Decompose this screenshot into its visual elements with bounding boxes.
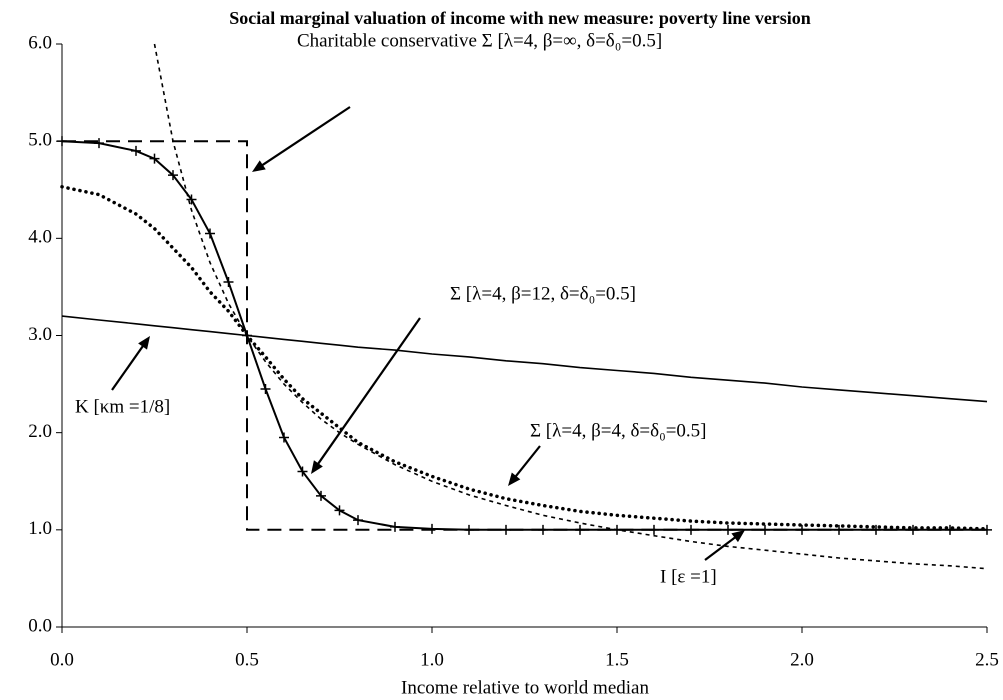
series-line (61, 140, 987, 531)
y-tick-label: 2.0 (28, 421, 52, 442)
plus-marker (297, 466, 308, 477)
plus-marker (501, 524, 511, 535)
annotation-arrow (111, 341, 147, 391)
plus-marker (57, 136, 67, 147)
annotation-arrowhead (138, 336, 150, 350)
annotation-arrow (512, 445, 541, 481)
series-annotation: Σ [λ=4, β=4, δ=δ₀=0.5] (530, 420, 706, 441)
annotation-arrow (314, 317, 421, 469)
y-tick-label: 5.0 (28, 130, 52, 151)
y-tick-label: 6.0 (28, 32, 52, 53)
plus-marker (131, 145, 141, 156)
series-line (60, 185, 989, 531)
plus-marker (871, 524, 881, 535)
plus-marker (686, 524, 696, 535)
annotation-arrow (258, 106, 351, 169)
x-tick-label: 0.0 (50, 649, 74, 670)
plus-marker (94, 138, 104, 149)
plus-marker (316, 490, 326, 501)
plus-marker (279, 432, 289, 443)
series-annotation: I [ε =1] (660, 566, 717, 587)
y-tick-label: 4.0 (28, 227, 52, 248)
plus-marker (760, 524, 770, 535)
plus-marker (464, 524, 474, 535)
annotation-arrowhead (508, 472, 521, 486)
series-annotation: K [κm =1/8] (75, 396, 170, 417)
series-line (61, 315, 988, 403)
plus-marker (427, 523, 437, 534)
plus-marker (390, 521, 400, 532)
plus-marker (260, 383, 271, 394)
plus-marker (149, 153, 160, 164)
plus-marker (649, 524, 659, 535)
x-axis-label: Income relative to world median (401, 677, 649, 698)
x-tick-label: 2.0 (790, 649, 814, 670)
plus-marker (575, 524, 585, 535)
y-tick-label: 3.0 (28, 324, 52, 345)
series-line (62, 140, 987, 531)
plus-marker (186, 194, 197, 205)
chart-title: Social marginal valuation of income with… (229, 8, 811, 28)
plus-marker (797, 524, 807, 535)
plus-marker (538, 524, 548, 535)
plus-marker (908, 524, 918, 535)
plus-marker (945, 524, 955, 535)
series-line (153, 43, 988, 570)
plus-marker (834, 524, 844, 535)
y-tick-label: 0.0 (28, 615, 52, 636)
annotation-arrowhead (731, 530, 745, 543)
plus-marker (223, 277, 234, 288)
annotation-arrowhead (311, 460, 323, 474)
x-tick-label: 1.0 (420, 649, 444, 670)
annotation-arrowhead (252, 160, 266, 172)
annotation-arrow (704, 533, 740, 561)
plus-marker (205, 228, 215, 239)
plus-marker (723, 524, 733, 535)
plus-marker (334, 505, 345, 516)
y-tick-label: 1.0 (28, 518, 52, 539)
plus-marker (168, 170, 178, 181)
series-annotation: Σ [λ=4, β=12, δ=δ₀=0.5] (450, 283, 636, 304)
x-tick-label: 0.5 (235, 649, 259, 670)
x-tick-label: 2.5 (975, 649, 999, 670)
x-tick-label: 1.5 (605, 649, 629, 670)
series-annotation: Charitable conservative Σ [λ=4, β=∞, δ=δ… (297, 30, 662, 51)
plus-marker (353, 515, 363, 526)
